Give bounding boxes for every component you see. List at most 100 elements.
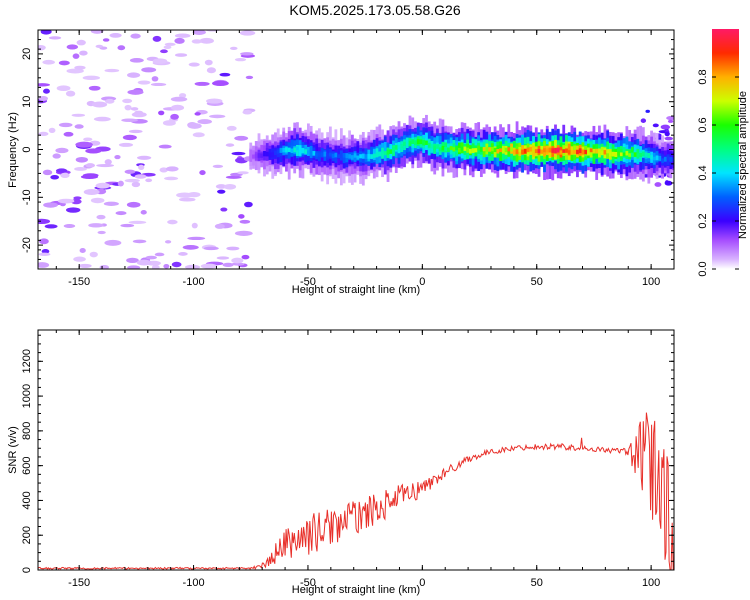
spectrogram-cell [315, 152, 319, 157]
spectrogram-cell [97, 230, 106, 235]
spectrogram-cell [48, 127, 56, 133]
spectrogram-cell [127, 89, 144, 95]
spectrogram-cell [66, 44, 79, 50]
spectrogram-cell [460, 146, 464, 151]
spectrogram-cell [220, 207, 228, 212]
spectrogram-cell [174, 37, 185, 44]
spectrogram-cell [60, 172, 70, 178]
y-tick-label: 1000 [21, 384, 33, 408]
spectrogram-cell [504, 147, 508, 153]
spectrogram-cell [88, 223, 104, 228]
spectrogram-cell [90, 197, 105, 204]
spectrogram-cell [279, 147, 283, 153]
spectrogram-x-label: Height of straight line (km) [292, 284, 420, 296]
y-tick-label: 20 [21, 48, 33, 60]
spectrogram-cell [50, 175, 60, 180]
spectrogram-cell [63, 223, 76, 228]
y-tick-label: 400 [21, 491, 33, 509]
spectrogram-cell [589, 148, 593, 153]
spectrogram-cell [468, 148, 472, 154]
spectrogram-cell [104, 239, 122, 246]
spectrogram-cell [127, 265, 141, 269]
spectrogram-cell [570, 150, 574, 155]
spectrogram-cell [455, 146, 459, 157]
spectrogram-cell [408, 141, 412, 147]
colorbar: 0.0 0.2 0.4 0.6 0.8 Normalized spectral ampl… [697, 29, 749, 277]
spectrogram-cell [72, 53, 80, 59]
spectrogram-cell [178, 197, 196, 202]
y-tick-label: 800 [21, 422, 33, 440]
spectrogram-cell [537, 149, 541, 153]
spectrogram-cell [124, 178, 140, 183]
x-tick-label: -100 [183, 276, 205, 288]
spectrogram-cell [438, 147, 442, 152]
colorbar-label: Normalized spectral amplitude [737, 91, 749, 239]
spectrogram-cell [122, 134, 137, 141]
spectrogram-cell [88, 85, 101, 91]
spectrogram-cell [633, 152, 637, 157]
spectrogram-cell [199, 170, 206, 176]
spectrogram-cell [128, 220, 147, 224]
spectrogram-cell [669, 157, 673, 162]
spectrogram-cell [559, 150, 563, 155]
spectrogram-cell [411, 139, 415, 144]
spectrogram-cell [290, 148, 294, 154]
spectrogram-cell [356, 155, 360, 160]
spectrogram-cell [41, 249, 50, 254]
spectrogram-cell [471, 143, 475, 153]
spectrogram-cell [394, 145, 398, 150]
spectrogram-cell [416, 139, 420, 145]
spectrogram-cell [326, 153, 330, 159]
spectrogram-y-label: Frequency (Hz) [7, 112, 19, 188]
spectrogram-cell [548, 147, 552, 153]
spectrogram-cell [231, 151, 246, 156]
y-tick-label: -10 [21, 189, 33, 205]
spectrogram-cell [194, 81, 210, 86]
x-tick-label: 50 [531, 577, 543, 589]
spectrogram-cell [187, 123, 202, 129]
spectrogram-cell [132, 239, 147, 244]
spectrogram-y-ticks: -20 -10 0 10 20 [21, 29, 674, 270]
spectrogram-cell [124, 169, 136, 174]
y-tick-label: -20 [21, 237, 33, 253]
spectrogram-cell [471, 148, 475, 154]
spectrogram-cell [543, 148, 546, 153]
spectrogram-cell [584, 149, 588, 155]
spectrogram-cell [65, 90, 76, 97]
spectrogram-cell [490, 147, 494, 152]
spectrogram-cell [518, 147, 522, 152]
spectrogram-cell [619, 152, 623, 157]
spectrogram-cell [74, 65, 86, 70]
spectrogram-cell [600, 151, 604, 156]
spectrogram-cell [501, 148, 505, 153]
spectrogram-cell [95, 44, 104, 49]
spectrogram-cell [151, 76, 159, 82]
spectrogram-cell [231, 262, 245, 266]
spectrogram-cell [422, 140, 426, 146]
x-tick-label: -150 [68, 577, 90, 589]
spectrogram-cell [567, 143, 571, 156]
spectrogram-cell [257, 153, 261, 158]
spectrogram-cell [268, 152, 272, 158]
spectrogram-cell [83, 188, 100, 195]
spectrogram-cell [191, 222, 198, 229]
spectrogram-cell [240, 52, 254, 56]
spectrogram-cell [274, 150, 277, 156]
spectrogram-cell [164, 176, 179, 181]
spectrogram-cell [301, 147, 305, 154]
spectrogram-cell [234, 57, 247, 62]
spectrogram-cell [151, 264, 160, 269]
spectrogram-cell [102, 38, 110, 42]
spectrogram-cell [636, 153, 640, 158]
spectrogram-cell [427, 142, 431, 148]
spectrogram-cell [192, 132, 205, 138]
spectrogram-cell [203, 246, 219, 251]
spectrogram-cell [458, 147, 461, 153]
spectrogram-cell [109, 33, 122, 38]
spectrogram-cell [647, 153, 651, 159]
spectrogram-cell [392, 147, 395, 152]
spectrogram-cell [551, 148, 555, 153]
y-tick-label: 200 [21, 526, 33, 544]
spectrogram-cell [405, 140, 409, 146]
